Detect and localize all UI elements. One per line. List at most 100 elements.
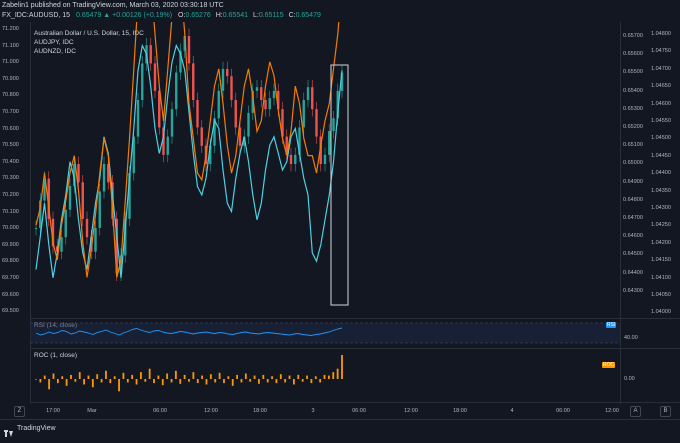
candle-body xyxy=(336,90,339,119)
candle-body xyxy=(166,136,169,155)
left-axis-border xyxy=(30,22,31,404)
roc-bar xyxy=(166,373,169,379)
roc-bar xyxy=(153,379,155,384)
roc-bar xyxy=(183,374,186,379)
candle-body xyxy=(213,118,216,146)
candle-body xyxy=(281,109,284,137)
candle-body xyxy=(311,87,314,110)
candle-body xyxy=(43,178,46,201)
roc-bar xyxy=(131,374,134,379)
left-axis-tick: 69.700 xyxy=(2,275,19,281)
roc-bar xyxy=(52,373,55,379)
left-axis-tick: 70.200 xyxy=(2,192,19,198)
rsi-level: 40.00 xyxy=(624,335,638,341)
roc-bar xyxy=(122,372,125,379)
series-audnzd-label[interactable]: AUDNZD, IDC xyxy=(34,48,76,55)
roc-bar xyxy=(87,375,90,379)
candle-body xyxy=(34,228,38,229)
candle-body xyxy=(285,136,288,155)
left-axis-tick: 70.500 xyxy=(2,142,19,149)
rsi-line xyxy=(35,327,343,336)
candle-body xyxy=(94,228,97,252)
series-audjpy-label[interactable]: AUDJPY, IDC xyxy=(34,39,74,46)
audusd-axis-tick: 0.64600 xyxy=(623,233,643,240)
log-scale-toggle[interactable]: B xyxy=(660,406,671,417)
roc-bar xyxy=(258,379,260,384)
price-change: 0.65479 ▲ +0.00126 (+0.19%) xyxy=(76,12,173,19)
roc-bar xyxy=(284,379,287,383)
roc-bar xyxy=(236,374,238,379)
audnzd-axis-tick: 1.04700 xyxy=(651,65,671,72)
left-axis-tick: 70.600 xyxy=(2,125,19,132)
main-chart[interactable] xyxy=(30,22,620,318)
pane-separator-1[interactable] xyxy=(30,318,680,319)
candle-body xyxy=(107,164,110,183)
roc-bar xyxy=(78,372,81,379)
open-value: 0.65276 xyxy=(185,12,211,19)
candle-body xyxy=(217,90,220,119)
tradingview-logo-icon xyxy=(4,425,14,437)
roc-bar xyxy=(135,379,138,385)
candle-body xyxy=(85,218,89,238)
symbol[interactable]: FX_IDC:AUDUSD, 15 xyxy=(2,12,71,19)
roc-bar xyxy=(39,379,42,383)
left-axis-tick: 69.800 xyxy=(2,258,19,265)
candle-body xyxy=(277,90,280,110)
low-value: 0.65115 xyxy=(258,12,284,19)
candle-body xyxy=(64,209,67,238)
rsi-pane[interactable] xyxy=(30,319,620,348)
left-axis-tick: 70.100 xyxy=(2,208,19,215)
roc-bars xyxy=(35,355,343,392)
candle-body xyxy=(149,45,152,64)
audnzd-axis-tick: 1.04250 xyxy=(651,222,671,229)
roc-bar xyxy=(244,373,247,379)
roc-bar xyxy=(148,368,151,379)
candle-body xyxy=(158,90,161,128)
roc-bar xyxy=(192,372,195,379)
roc-bar xyxy=(170,379,173,383)
roc-bar xyxy=(319,379,322,383)
candle-body xyxy=(226,68,229,77)
audnzd-axis-tick: 1.04800 xyxy=(651,31,671,37)
roc-bar xyxy=(48,379,51,390)
roc-bar xyxy=(271,376,273,379)
candle-body xyxy=(272,90,276,99)
candle-body xyxy=(328,131,331,155)
candle-body xyxy=(187,36,191,64)
candle-body xyxy=(306,87,310,100)
roc-bar xyxy=(297,374,300,379)
roc-bar xyxy=(231,379,234,386)
roc-bar xyxy=(253,375,256,379)
audnzd-axis-tick: 1.04200 xyxy=(651,239,671,246)
roc-bar xyxy=(91,379,94,388)
left-axis-tick: 69.500 xyxy=(2,308,19,315)
candle-body xyxy=(136,100,140,137)
candle-body xyxy=(264,100,267,110)
zoom-toggle[interactable]: Z xyxy=(14,406,25,417)
roc-bar xyxy=(100,379,103,383)
roc-bar xyxy=(70,374,72,379)
roc-bar xyxy=(157,375,160,379)
candle-body xyxy=(340,72,344,91)
candle-body xyxy=(230,76,233,100)
roc-pane[interactable] xyxy=(30,349,620,402)
roc-bar xyxy=(126,379,129,383)
left-axis-tick: 71.100 xyxy=(2,42,19,49)
time-axis-tick: 12:00 xyxy=(204,408,218,414)
candle-body xyxy=(268,98,271,110)
candle-body xyxy=(289,154,293,164)
roc-bar xyxy=(240,379,243,383)
brand-name[interactable]: TradingView xyxy=(17,425,56,432)
roc-label[interactable]: ROC (1, close) xyxy=(34,352,77,359)
roc-bar xyxy=(161,379,164,386)
audusd-axis-tick: 0.64400 xyxy=(623,269,643,276)
left-axis-tick: 70.400 xyxy=(2,158,19,165)
roc-bar xyxy=(314,376,317,379)
pane-separator-2[interactable] xyxy=(30,348,680,349)
time-axis-tick: 06:00 xyxy=(352,408,366,414)
candle-body xyxy=(196,100,199,128)
candle-body xyxy=(247,112,250,137)
time-axis-tick: 18:00 xyxy=(453,408,467,414)
auto-scale-toggle[interactable]: A xyxy=(630,406,641,417)
candle-body xyxy=(47,178,50,219)
